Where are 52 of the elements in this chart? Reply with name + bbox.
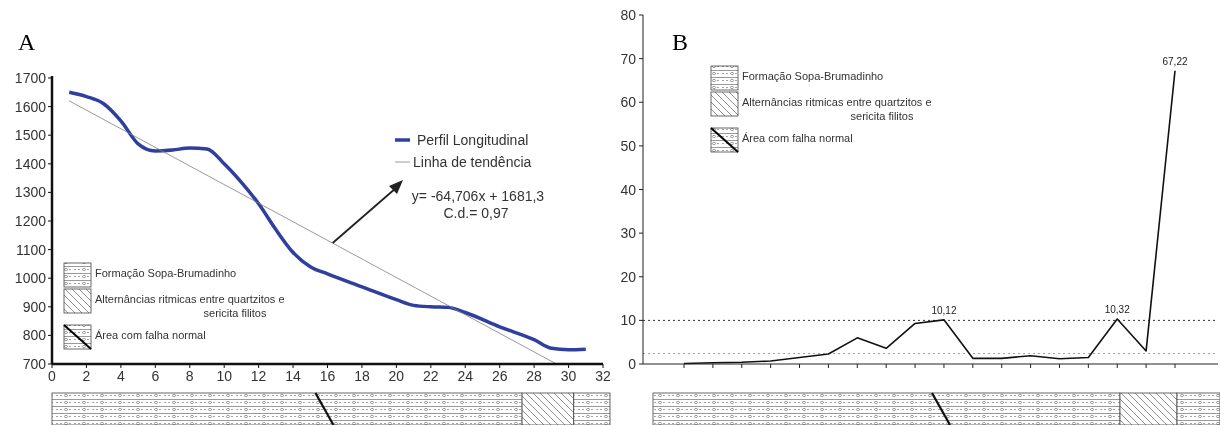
y-tick-label: 10: [620, 312, 637, 329]
y-tick-label: 20: [620, 268, 637, 285]
x-tick-label: 10: [216, 368, 233, 384]
x-tick-label: 18: [354, 368, 370, 384]
data-label: 67,22: [1162, 55, 1188, 67]
x-tick-label: 0: [48, 368, 57, 384]
data-label: 10,12: [931, 304, 957, 316]
x-tick-label: 24: [457, 368, 474, 384]
annotation: y= -64,706x + 1681,3: [411, 188, 545, 204]
y-tick-label: 1000: [14, 270, 47, 287]
annotation: Alternâncias ritmicas entre quartzitos e sericita filitos: [742, 96, 932, 122]
annotation: Área com falha normal: [95, 329, 206, 341]
x-tick-label: 14: [285, 368, 302, 384]
y-tick-label: 70: [620, 50, 637, 67]
text: B: [672, 29, 689, 55]
legend-label: Perfil Longitudinal: [417, 132, 529, 148]
legend-label: Linha de tendência: [413, 154, 532, 170]
annotation: Área com falha normal: [742, 132, 853, 144]
y-tick-label: 1300: [14, 184, 47, 201]
x-tick-label: 12: [250, 368, 267, 384]
y-tick-label: 0: [628, 356, 637, 372]
x-tick-label: 26: [491, 368, 508, 384]
x-tick-label: 6: [151, 368, 160, 384]
x-tick-label: 20: [388, 368, 405, 384]
y-tick-label: 30: [620, 225, 637, 242]
x-tick-label: 8: [185, 368, 194, 384]
annotation: Alternâncias ritmicas entre quartzitos e sericita filitos: [95, 293, 285, 319]
y-tick-label: 900: [22, 298, 47, 315]
x-tick-label: 22: [423, 368, 439, 384]
x-tick-label: 2: [82, 368, 91, 384]
annotation: C.d.= 0,97: [443, 205, 509, 221]
y-tick-label: 60: [620, 94, 637, 111]
y-tick-label: 80: [620, 7, 637, 23]
y-tick-label: 700: [22, 356, 47, 372]
y-tick-label: 1600: [14, 98, 47, 115]
y-tick-label: 1700: [14, 70, 47, 86]
y-tick-label: 1500: [14, 127, 47, 144]
annotation: Formação Sopa-Brumadinho: [742, 70, 884, 82]
y-tick-label: 40: [620, 181, 637, 198]
x-tick-label: 28: [526, 368, 543, 384]
y-tick-label: 1200: [14, 213, 47, 229]
y-tick-label: 800: [22, 327, 47, 344]
annotation: Formação Sopa-Brumadinho: [95, 267, 237, 279]
x-tick-label: 32: [595, 368, 611, 384]
y-tick-label: 1100: [15, 241, 47, 258]
data-label: 10,32: [1104, 303, 1131, 315]
x-tick-label: 16: [319, 368, 336, 384]
y-tick-label: 1400: [14, 155, 47, 172]
x-tick-label: 4: [116, 368, 125, 384]
y-tick-label: 50: [620, 137, 637, 154]
chart-title: A: [18, 29, 36, 55]
x-tick-label: 30: [560, 368, 577, 384]
